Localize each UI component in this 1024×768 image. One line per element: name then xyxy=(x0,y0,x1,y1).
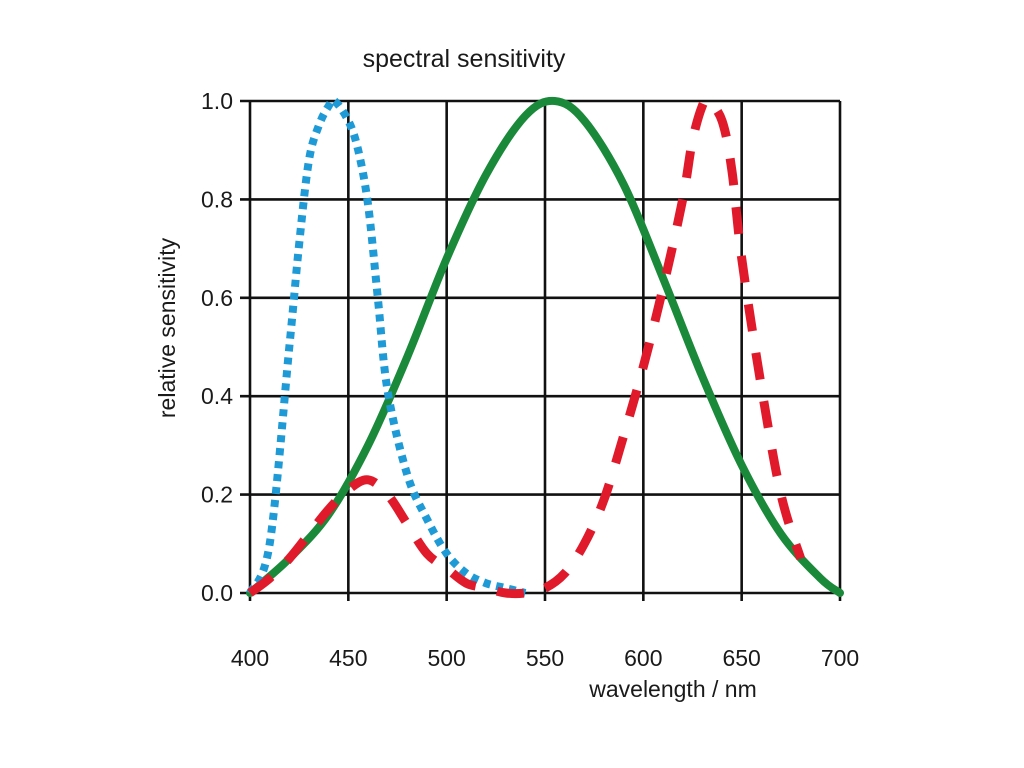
y-axis-label: relative sensitivity xyxy=(154,237,180,418)
x-tick-label: 550 xyxy=(526,645,564,671)
series-lines xyxy=(246,95,844,599)
x-tick-label: 450 xyxy=(329,645,367,671)
x-tick-label: 400 xyxy=(231,645,269,671)
y-tick-label: 0.4 xyxy=(201,383,233,409)
x-axis-label: wavelength / nm xyxy=(588,676,756,702)
grid xyxy=(240,99,842,601)
x-tick-label: 500 xyxy=(427,645,465,671)
y-tick-label: 0.2 xyxy=(201,482,233,508)
series-line-dashed xyxy=(247,95,805,599)
y-tick-label: 0.0 xyxy=(201,580,233,606)
y-tick-label: 1.0 xyxy=(201,88,233,114)
series-line-solid xyxy=(246,96,844,597)
y-tick-label: 0.6 xyxy=(201,285,233,311)
x-tick-label: 700 xyxy=(821,645,859,671)
x-tick-label: 650 xyxy=(722,645,760,671)
x-tick-label: 600 xyxy=(624,645,662,671)
tick-labels: 400 450 500 550 600 650 700 0.0 0.2 0.4 0.6 0.8 1.0 xyxy=(201,88,859,671)
chart-title: spectral sensitivity xyxy=(363,45,566,73)
y-tick-label: 0.8 xyxy=(201,186,233,212)
